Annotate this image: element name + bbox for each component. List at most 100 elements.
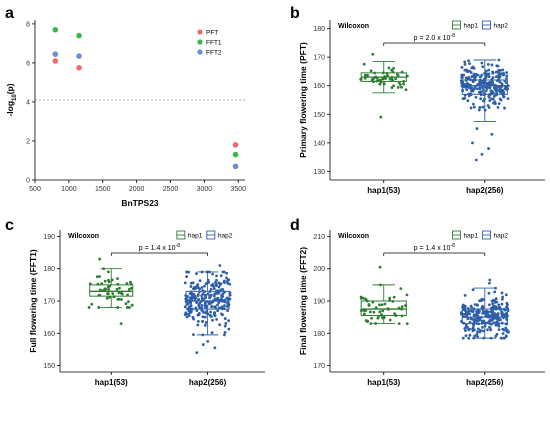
data-point-hap2 (212, 287, 216, 291)
data-point-hap2 (200, 304, 204, 307)
y-tick-label: 140 (313, 140, 325, 147)
data-point-hap2 (460, 65, 464, 69)
data-point-hap2 (217, 281, 221, 285)
data-point-hap2 (195, 285, 198, 288)
data-point-hap2 (192, 317, 195, 321)
data-point-hap2 (209, 302, 213, 305)
data-point-hap2 (470, 75, 474, 78)
data-point-hap1 (366, 73, 369, 77)
data-point-hap2 (200, 286, 204, 289)
data-point-hap2 (465, 310, 469, 314)
data-point-hap2 (505, 71, 508, 74)
data-point-fft2 (76, 53, 82, 59)
data-point-hap2 (481, 325, 484, 329)
data-point-hap2 (215, 298, 219, 301)
data-point-hap2 (468, 333, 472, 337)
x-tick-label: 3500 (230, 186, 246, 193)
y-axis-title: -log10(p) (5, 83, 18, 116)
data-point-hap2 (481, 65, 485, 69)
data-point-hap1 (378, 303, 381, 307)
data-point-hap2 (475, 332, 479, 336)
data-point-hap2 (200, 294, 204, 298)
legend-label: hap1 (188, 233, 203, 240)
data-point-hap2 (226, 302, 230, 306)
legend-label: FFT2 (206, 50, 222, 57)
data-point-hap1 (367, 304, 371, 307)
data-point-hap2 (488, 86, 492, 89)
data-point-hap1 (116, 277, 119, 280)
data-point-hap2 (189, 311, 192, 314)
x-tick-label: 500 (29, 186, 41, 193)
data-point-hap2 (465, 82, 468, 86)
panel-b: b 130 140 150 160 170 180 hap1(53) hap2(256) Prim… (290, 5, 545, 195)
data-point-hap2 (473, 334, 477, 338)
data-point-hap2 (188, 292, 192, 296)
data-point-hap2 (490, 132, 494, 136)
data-point-hap2 (185, 270, 189, 274)
data-point-hap2 (502, 336, 505, 340)
legend-label: hap2 (494, 233, 509, 240)
data-point-hap2 (217, 285, 221, 289)
data-point-hap2 (225, 276, 228, 280)
data-point-hap2 (223, 331, 227, 334)
data-point-hap2 (478, 106, 482, 110)
data-point-hap2 (460, 75, 464, 79)
legend-label: hap1 (464, 233, 479, 240)
data-point-hap2 (195, 272, 198, 276)
data-point-hap2 (503, 106, 506, 110)
data-point-hap2 (480, 297, 484, 301)
data-point-hap2 (477, 108, 481, 112)
y-axis-title: Primary flowering time (PFT) (298, 42, 308, 158)
data-point-hap2 (473, 320, 476, 323)
data-point-hap2 (189, 301, 193, 305)
data-point-hap1 (378, 82, 382, 86)
data-point-hap2 (491, 71, 495, 75)
data-point-hap2 (487, 147, 490, 150)
data-point-pft (76, 65, 82, 71)
data-point-hap2 (475, 309, 478, 313)
data-point-hap1 (103, 287, 107, 291)
data-point-hap1 (116, 297, 120, 301)
legend-label: hap2 (218, 233, 233, 240)
data-point-hap2 (487, 95, 491, 98)
box-hap1 (89, 284, 134, 297)
data-point-hap2 (504, 293, 508, 297)
y-tick-label: 6 (26, 60, 30, 67)
data-point-hap1 (392, 84, 396, 88)
panel-letter: d (290, 217, 300, 234)
data-point-hap2 (225, 296, 229, 300)
p-value-label: p = 2.0 x 10-8 (414, 33, 455, 42)
data-point-hap2 (497, 102, 501, 105)
data-point-hap2 (203, 315, 207, 319)
legend-label: FFT1 (206, 40, 222, 47)
y-tick-label: 160 (313, 83, 325, 90)
data-point-hap2 (490, 318, 493, 321)
data-point-hap2 (194, 306, 198, 310)
data-point-hap2 (500, 310, 504, 314)
data-point-hap1 (127, 287, 131, 291)
data-point-hap2 (190, 292, 194, 296)
data-point-hap2 (184, 311, 188, 315)
y-tick-label: 170 (313, 55, 325, 62)
data-point-hap2 (474, 72, 478, 76)
data-point-hap2 (218, 264, 222, 267)
data-point-hap2 (487, 68, 491, 72)
data-point-hap1 (364, 319, 368, 322)
data-point-hap2 (209, 293, 213, 297)
data-point-hap2 (500, 82, 504, 86)
data-point-hap2 (227, 327, 231, 331)
category-label: hap1(53) (95, 378, 128, 387)
data-point-hap1 (405, 293, 409, 297)
data-point-hap2 (473, 303, 477, 306)
data-point-hap2 (226, 305, 229, 308)
data-point-hap2 (191, 295, 195, 299)
data-point-hap2 (474, 95, 478, 99)
data-point-hap1 (98, 275, 101, 278)
data-point-hap2 (493, 290, 497, 294)
data-point-hap1 (115, 287, 119, 291)
y-tick-label: 2 (26, 138, 30, 145)
p-value-label: p = 1.4 x 10-8 (139, 243, 180, 252)
data-point-hap2 (221, 270, 225, 274)
data-point-hap2 (489, 310, 493, 314)
